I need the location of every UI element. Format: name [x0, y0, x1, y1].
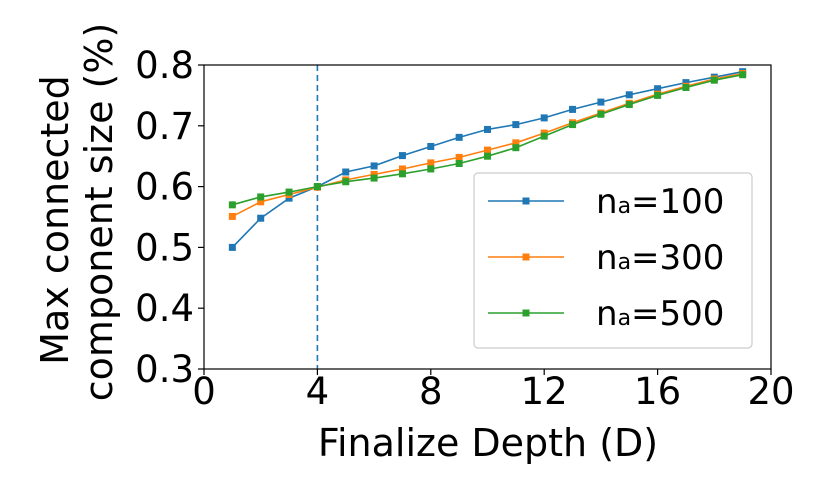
- series-1-point: [398, 152, 406, 160]
- plot-area: [228, 65, 747, 369]
- series-3-point: [484, 152, 491, 160]
- legend: na=100 na=300 na=500: [473, 172, 753, 349]
- series-3-point: [739, 71, 747, 79]
- series-3-point: [313, 183, 321, 191]
- x-tick-label: 4: [306, 370, 330, 413]
- series-2-point: [455, 153, 463, 161]
- series-3-point: [682, 83, 690, 91]
- series-3-point: [540, 132, 548, 140]
- series-2-point: [512, 139, 520, 147]
- series-1-point: [625, 91, 633, 99]
- legend-marker: [522, 197, 530, 205]
- x-axis-label: Finalize Depth (D): [318, 421, 658, 465]
- series-1-point: [682, 79, 690, 87]
- series-3-point: [597, 110, 605, 118]
- legend-marker: [522, 309, 530, 317]
- series-1-point: [484, 125, 491, 133]
- series-1-point: [512, 121, 520, 129]
- x-tick-label: 16: [634, 370, 681, 413]
- x-tick-label: 12: [521, 370, 568, 413]
- legend-marker: [522, 253, 530, 261]
- y-axis-label-line-2: component size (%): [77, 23, 121, 402]
- series-3-point: [427, 165, 435, 173]
- legend-label: na=100: [596, 182, 724, 222]
- series-3-point: [625, 101, 633, 109]
- y-axis-label-line-1: Max connected: [33, 75, 77, 365]
- series-3-point: [654, 91, 662, 99]
- series-3-point: [228, 201, 236, 209]
- series-1-point: [654, 85, 662, 93]
- legend-box: [473, 172, 753, 349]
- series-3-point: [710, 76, 718, 84]
- x-tick-label: 8: [419, 370, 443, 413]
- series-2-point: [370, 170, 378, 178]
- series-1-point: [285, 194, 293, 202]
- series-1-point: [597, 98, 605, 106]
- series-2-point: [484, 146, 491, 154]
- series-3-point: [370, 174, 378, 182]
- series-1-point: [569, 105, 577, 113]
- series-1-point: [228, 243, 236, 251]
- series-3-point: [398, 170, 406, 178]
- axes: 0 4 8 12 16 20 0.3 0.4 0.5 0.6 0.7 0.8: [135, 44, 794, 413]
- legend-label: na=500: [596, 294, 724, 334]
- series-3-point: [512, 144, 520, 152]
- series-1-point: [455, 133, 463, 141]
- series-1-point: [370, 162, 378, 170]
- y-tick-label: 0.4: [135, 287, 194, 330]
- series-3-point: [569, 121, 577, 129]
- series-1-point: [257, 214, 265, 222]
- series-1-point: [342, 168, 350, 176]
- series-3-point: [257, 193, 265, 201]
- plot-frame: [203, 64, 772, 370]
- x-tick-label: 0: [192, 370, 216, 413]
- x-tick-label: 20: [747, 370, 794, 413]
- legend-label: na=300: [596, 238, 724, 278]
- y-tick-label: 0.7: [135, 105, 194, 148]
- y-tick-label: 0.8: [135, 44, 194, 87]
- series-1-point: [540, 114, 548, 122]
- series-3-point: [342, 178, 350, 186]
- y-tick-label: 0.5: [135, 226, 194, 269]
- series-2-point: [228, 212, 236, 220]
- series-3-point: [455, 159, 463, 167]
- series-2-point: [427, 159, 435, 167]
- series-3-point: [285, 188, 293, 196]
- y-tick-label: 0.6: [135, 166, 194, 209]
- series-2-point: [398, 165, 406, 173]
- series-1-point: [427, 142, 435, 150]
- y-tick-label: 0.3: [135, 348, 194, 391]
- series-2-point: [257, 198, 265, 206]
